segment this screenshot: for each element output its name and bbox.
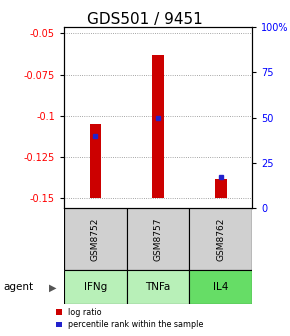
Text: agent: agent: [3, 282, 33, 292]
Bar: [153, 55, 164, 199]
FancyBboxPatch shape: [189, 270, 252, 304]
FancyBboxPatch shape: [127, 208, 189, 270]
Text: IL4: IL4: [213, 282, 229, 292]
Text: GSM8752: GSM8752: [91, 218, 100, 261]
Legend: log ratio, percentile rank within the sample: log ratio, percentile rank within the sa…: [56, 308, 204, 329]
Bar: [215, 179, 226, 199]
Text: IFNg: IFNg: [84, 282, 107, 292]
Text: GSM8757: GSM8757: [153, 218, 163, 261]
FancyBboxPatch shape: [189, 208, 252, 270]
Text: GSM8762: GSM8762: [216, 218, 225, 261]
Bar: [90, 124, 101, 199]
FancyBboxPatch shape: [127, 270, 189, 304]
FancyBboxPatch shape: [64, 208, 127, 270]
Text: TNFa: TNFa: [145, 282, 171, 292]
Text: GDS501 / 9451: GDS501 / 9451: [87, 12, 203, 27]
FancyBboxPatch shape: [64, 270, 127, 304]
Text: ▶: ▶: [49, 282, 57, 292]
